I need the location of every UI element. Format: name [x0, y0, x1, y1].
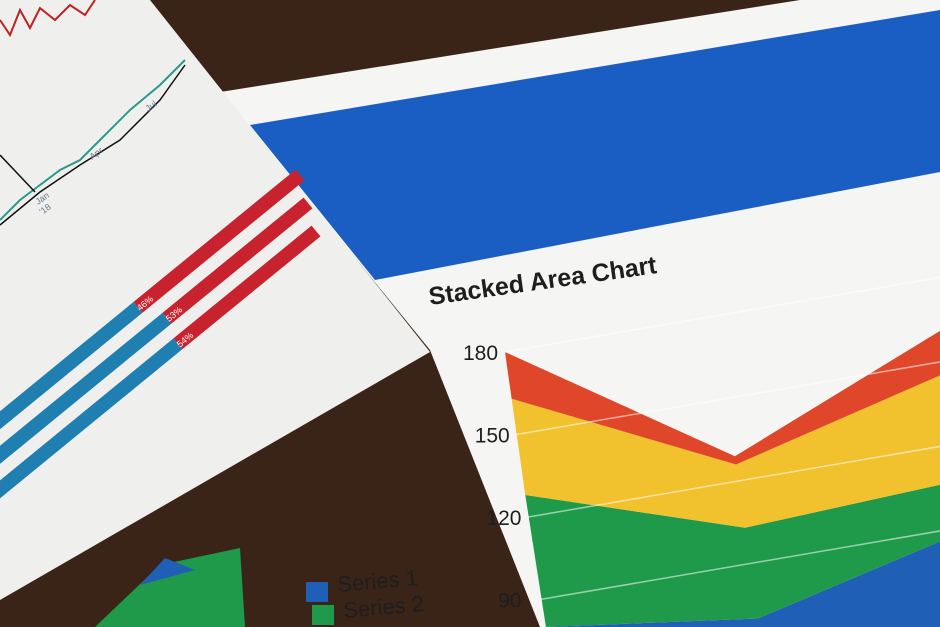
line-red — [0, 0, 96, 38]
y-axis: 180 150 120 90 — [463, 342, 521, 613]
area-series-1 — [545, 541, 940, 627]
legend-swatch-series-2 — [312, 605, 334, 625]
gridline-90 — [539, 530, 940, 601]
area-series-2 — [525, 484, 940, 627]
y-tick-120: 120 — [486, 507, 521, 530]
line-marker — [0, 154, 36, 193]
y-tick-180: 180 — [463, 342, 498, 365]
y-tick-150: 150 — [475, 425, 510, 448]
gridline-150 — [516, 361, 940, 436]
stacked-area-plot — [504, 276, 940, 627]
bar-segment-b — [162, 197, 313, 324]
bottom-left-blue-area — [140, 558, 195, 585]
area-series-3 — [511, 375, 940, 528]
left-sheet — [0, 0, 430, 600]
bar-segment-a — [0, 301, 143, 430]
bar-segment-a — [0, 312, 172, 464]
bottom-left-green-area — [95, 548, 245, 627]
legend-swatch-series-1 — [306, 582, 328, 602]
blue-banner — [250, 10, 940, 280]
line-teal — [0, 59, 186, 221]
bar-segment-b — [173, 225, 321, 350]
gridline-120 — [528, 445, 940, 518]
bar-segment-a — [0, 338, 183, 499]
y-tick-90: 90 — [498, 590, 521, 613]
gridline-180 — [504, 276, 940, 353]
line-black — [0, 64, 186, 226]
bar-chart: 46%53%54% — [0, 169, 321, 499]
area-series-4 — [505, 330, 940, 465]
bar-segment-b — [133, 169, 305, 313]
